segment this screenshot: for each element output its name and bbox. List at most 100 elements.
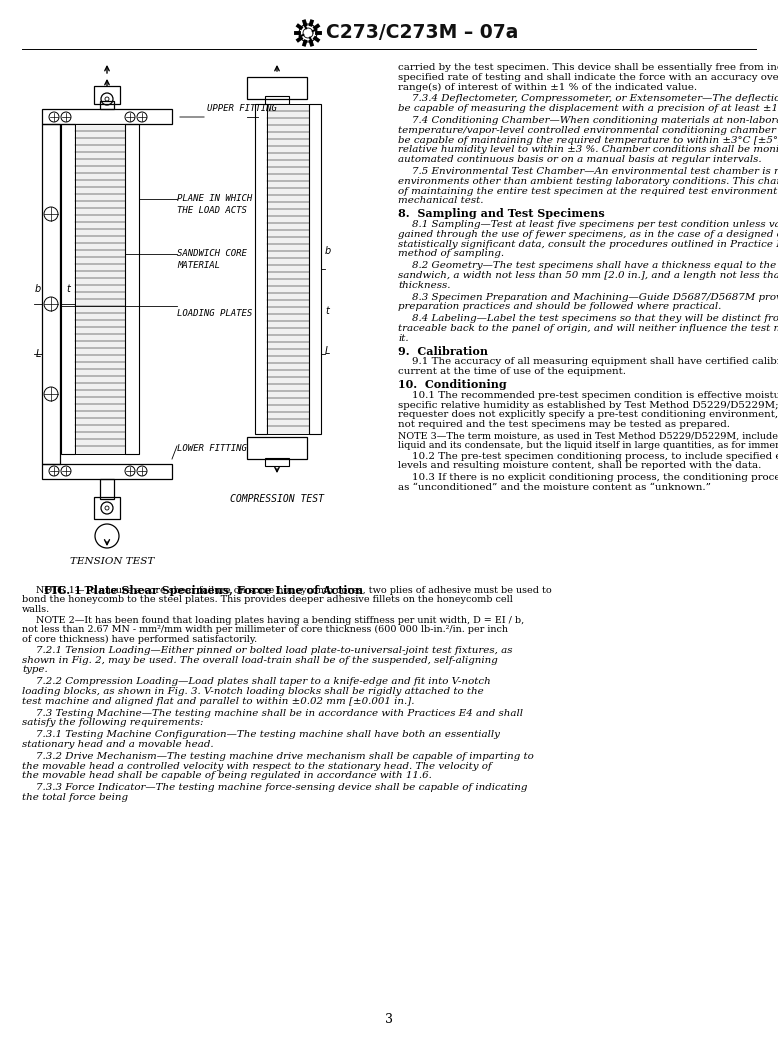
Bar [265,96,289,104]
Text: 7.3.3 Force Indicator—The testing machine force-sensing device shall be capable : 7.3.3 Force Indicator—The testing machin… [36,783,527,792]
Text: satisfy the following requirements:: satisfy the following requirements: [22,718,204,728]
Circle shape [105,97,109,101]
Circle shape [44,297,58,311]
Text: sandwich, a width not less than 50 mm [2.0 in.], and a length not less than twel: sandwich, a width not less than 50 mm [2… [398,271,778,280]
Text: L: L [35,349,40,359]
Text: the movable head a controlled velocity with respect to the stationary head. The : the movable head a controlled velocity w… [22,762,492,770]
Bar [255,104,267,434]
Bar [247,437,307,459]
Text: type.: type. [22,665,47,675]
Bar [75,124,125,454]
Text: 7.2.1 Tension Loading—Either pinned or bolted load plate-to-universal-joint test: 7.2.1 Tension Loading—Either pinned or b… [36,645,513,655]
Text: mechanical test.: mechanical test. [398,197,483,205]
Text: temperature/vapor-level controlled environmental conditioning chamber is require: temperature/vapor-level controlled envir… [398,126,778,134]
Circle shape [49,466,59,476]
Text: THE LOAD ACTS: THE LOAD ACTS [177,206,247,215]
Bar [100,101,114,109]
Text: SANDWICH CORE: SANDWICH CORE [177,249,247,258]
Text: 10.1 The recommended pre-test specimen condition is effective moisture equilibri: 10.1 The recommended pre-test specimen c… [412,390,778,400]
Text: it.: it. [398,334,408,342]
Text: NOTE 1—To ensure a core shear failure on some honeycomb cores, two plies of adhe: NOTE 1—To ensure a core shear failure on… [36,586,552,595]
Bar [267,104,309,434]
Text: 7.5 Environmental Test Chamber—An environmental test chamber is required for tes: 7.5 Environmental Test Chamber—An enviro… [412,167,778,176]
Text: C273/C273M – 07a: C273/C273M – 07a [326,24,518,43]
Text: the movable head shall be capable of being regulated in accordance with 11.6.: the movable head shall be capable of bei… [22,771,432,781]
Bar [94,497,120,519]
Circle shape [44,387,58,401]
Text: not required and the test specimens may be tested as prepared.: not required and the test specimens may … [398,421,730,429]
Text: specified rate of testing and shall indicate the force with an accuracy over the: specified rate of testing and shall indi… [398,73,778,82]
Text: TENSION TEST: TENSION TEST [70,557,154,566]
Text: traceable back to the panel of origin, and will neither influence the test nor b: traceable back to the panel of origin, a… [398,324,778,333]
Bar [100,479,114,499]
Text: thickness.: thickness. [398,281,450,289]
Text: loading blocks, as shown in Fig. 3. V-notch loading blocks shall be rigidly atta: loading blocks, as shown in Fig. 3. V-no… [22,687,484,696]
Text: COMPRESSION TEST: COMPRESSION TEST [230,494,324,504]
Text: carried by the test specimen. This device shall be essentially free from inertia: carried by the test specimen. This devic… [398,64,778,72]
Text: liquid and its condensate, but the liquid itself in large quantities, as for imm: liquid and its condensate, but the liqui… [398,440,778,450]
Bar [309,104,321,434]
Text: LOWER FITTING: LOWER FITTING [177,445,247,453]
Circle shape [49,112,59,122]
Text: L: L [325,346,331,356]
Bar [42,109,172,124]
Text: 7.4 Conditioning Chamber—When conditioning materials at non-laboratory environme: 7.4 Conditioning Chamber—When conditioni… [412,116,778,125]
Bar [61,124,75,454]
Text: 8.4 Labeling—Label the test specimens so that they will be distinct from each ot: 8.4 Labeling—Label the test specimens so… [412,314,778,323]
Text: 3: 3 [385,1013,393,1026]
Text: current at the time of use of the equipment.: current at the time of use of the equipm… [398,367,626,376]
Text: MATERIAL: MATERIAL [177,261,220,270]
Bar [125,124,139,454]
Text: 8.  Sampling and Test Specimens: 8. Sampling and Test Specimens [398,208,605,220]
Bar [247,77,307,99]
Text: 7.3.2 Drive Mechanism—The testing machine drive mechanism shall be capable of im: 7.3.2 Drive Mechanism—The testing machin… [36,752,534,761]
Text: be capable of measuring the displacement with a precision of at least ±1 %.: be capable of measuring the displacement… [398,104,778,113]
Text: shown in Fig. 2, may be used. The overall load-train shall be of the suspended, : shown in Fig. 2, may be used. The overal… [22,656,498,664]
Text: b: b [325,246,331,256]
Text: not less than 2.67 MN - mm²/mm width per millimeter of core thickness (600 000 l: not less than 2.67 MN - mm²/mm width per… [22,626,508,634]
Text: 9.  Calibration: 9. Calibration [398,346,488,357]
Text: 7.3.1 Testing Machine Configuration—The testing machine shall have both an essen: 7.3.1 Testing Machine Configuration—The … [36,730,500,739]
Text: specific relative humidity as established by Test Method D5229/D5229M; however, : specific relative humidity as establishe… [398,401,778,409]
Text: t: t [66,284,70,294]
Circle shape [137,466,147,476]
Text: t: t [325,306,329,316]
Circle shape [125,466,135,476]
Text: bond the honeycomb to the steel plates. This provides deeper adhesive fillets on: bond the honeycomb to the steel plates. … [22,595,513,604]
Text: method of sampling.: method of sampling. [398,250,504,258]
Text: 10.  Conditioning: 10. Conditioning [398,379,506,390]
Text: test machine and aligned flat and parallel to within ±0.02 mm [±0.001 in.].: test machine and aligned flat and parall… [22,696,415,706]
Text: 7.3 Testing Machine—The testing machine shall be in accordance with Practices E4: 7.3 Testing Machine—The testing machine … [36,709,523,717]
Text: 8.1 Sampling—Test at least five specimens per test condition unless valid result: 8.1 Sampling—Test at least five specimen… [412,220,778,229]
Text: 9.1 The accuracy of all measuring equipment shall have certified calibrations th: 9.1 The accuracy of all measuring equipm… [412,357,778,366]
Circle shape [125,112,135,122]
Text: 10.3 If there is no explicit conditioning process, the conditioning process shal: 10.3 If there is no explicit conditionin… [412,474,778,482]
Text: UPPER FITTING: UPPER FITTING [207,104,277,113]
Circle shape [61,112,71,122]
Text: 10.2 The pre-test specimen conditioning process, to include specified environmen: 10.2 The pre-test specimen conditioning … [412,452,778,460]
Bar [42,124,60,464]
Bar [42,464,172,479]
Text: walls.: walls. [22,605,50,613]
Circle shape [105,506,109,510]
Text: statistically significant data, consult the procedures outlined in Practice E122: statistically significant data, consult … [398,239,778,249]
Text: NOTE 2—It has been found that loading plates having a bending stiffness per unit: NOTE 2—It has been found that loading pl… [36,616,524,625]
Text: 8.3 Specimen Preparation and Machining—Guide D5687/D5687M provides recommended s: 8.3 Specimen Preparation and Machining—G… [412,293,778,302]
Text: PLANE IN WHICH: PLANE IN WHICH [177,194,252,203]
Circle shape [44,207,58,221]
Text: requester does not explicitly specify a pre-test conditioning environment, condi: requester does not explicitly specify a … [398,410,778,420]
Text: as “unconditioned” and the moisture content as “unknown.”: as “unconditioned” and the moisture cont… [398,483,711,492]
Text: the total force being: the total force being [22,793,128,802]
Text: of core thickness) have performed satisfactorily.: of core thickness) have performed satisf… [22,635,257,643]
Text: 7.2.2 Compression Loading—Load plates shall taper to a knife-edge and fit into V: 7.2.2 Compression Loading—Load plates sh… [36,678,491,686]
Text: levels and resulting moisture content, shall be reported with the data.: levels and resulting moisture content, s… [398,461,762,471]
Text: 7.3.4 Deflectometer, Compressometer, or Extensometer—The deflection measurement : 7.3.4 Deflectometer, Compressometer, or … [412,95,778,103]
Text: gained through the use of fewer specimens, as in the case of a designed experime: gained through the use of fewer specimen… [398,230,778,238]
Text: be capable of maintaining the required temperature to within ±3°C [±5°F] and the: be capable of maintaining the required t… [398,135,778,145]
Text: range(s) of interest of within ±1 % of the indicated value.: range(s) of interest of within ±1 % of t… [398,82,697,92]
Text: NOTE 3—The term moisture, as used in Test Method D5229/D5229M, includes not only: NOTE 3—The term moisture, as used in Tes… [398,432,778,441]
Circle shape [61,466,71,476]
Text: of maintaining the entire test specimen at the required test environment during : of maintaining the entire test specimen … [398,186,778,196]
Text: relative humidity level to within ±3 %. Chamber conditions shall be monitored ei: relative humidity level to within ±3 %. … [398,146,778,154]
Text: automated continuous basis or on a manual basis at regular intervals.: automated continuous basis or on a manua… [398,155,762,164]
